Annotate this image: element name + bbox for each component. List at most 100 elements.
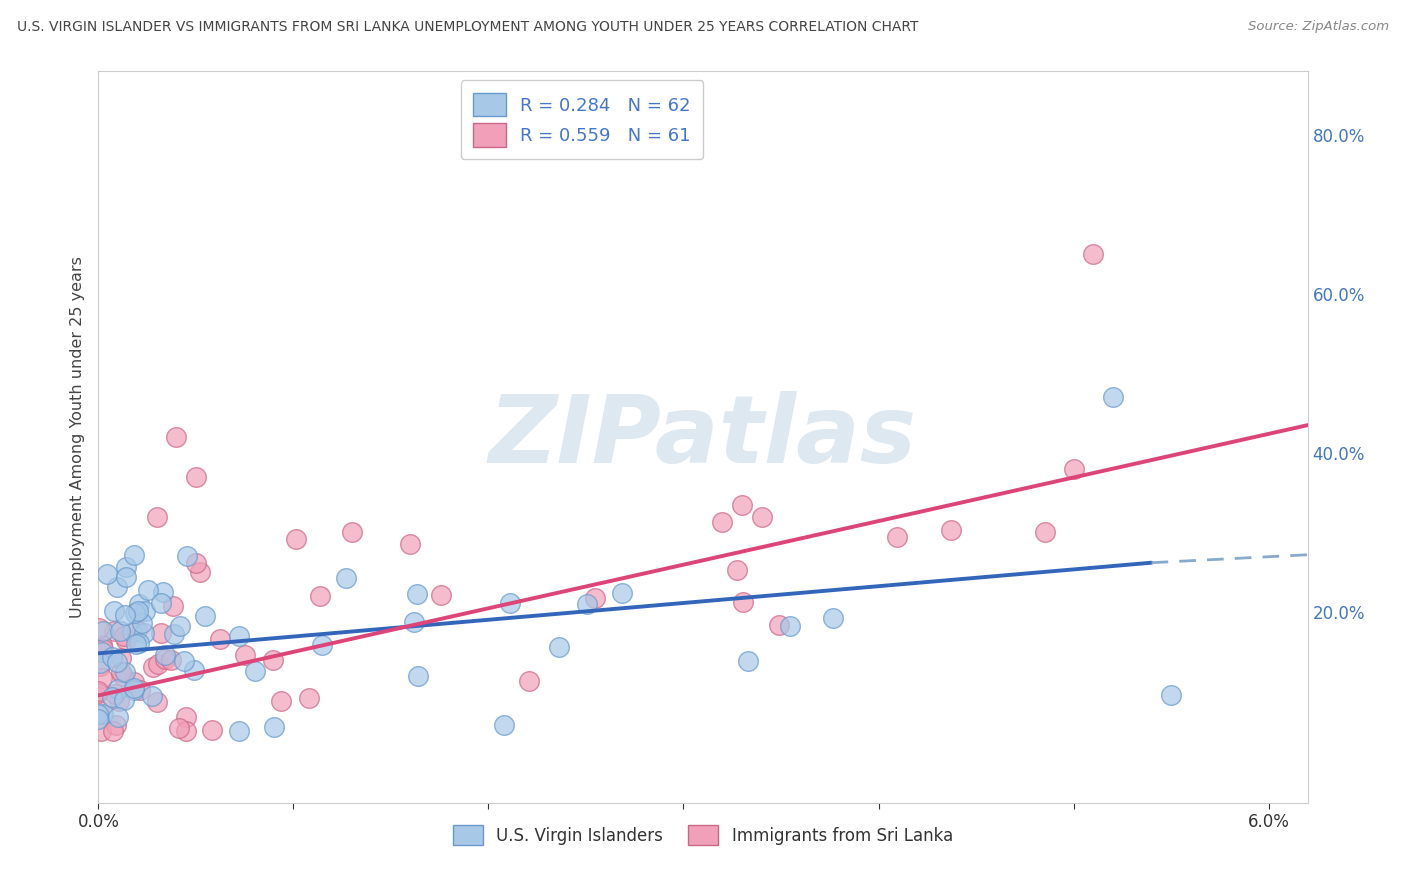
Point <box>104 687 127 701</box>
Point <box>127 605 149 619</box>
Point <box>104 718 127 732</box>
Point <box>122 682 145 697</box>
Point <box>399 537 422 551</box>
Point <box>103 604 125 618</box>
Point <box>103 624 125 638</box>
Point <box>89 658 111 673</box>
Point <box>87 685 110 699</box>
Point <box>131 616 153 631</box>
Point <box>725 563 748 577</box>
Point <box>128 636 150 650</box>
Point <box>91 641 114 656</box>
Point <box>142 659 165 673</box>
Point <box>110 651 132 665</box>
Point <box>406 669 429 683</box>
Point <box>751 509 773 524</box>
Point <box>122 674 145 689</box>
Point <box>309 589 332 603</box>
Point <box>228 629 250 643</box>
Point <box>194 608 217 623</box>
Point <box>87 622 110 636</box>
Point <box>737 654 759 668</box>
Point <box>150 596 173 610</box>
Point <box>152 585 174 599</box>
Point <box>114 633 136 648</box>
Y-axis label: Unemployment Among Youth under 25 years: Unemployment Among Youth under 25 years <box>69 256 84 618</box>
Point <box>148 657 170 671</box>
Point <box>110 665 132 680</box>
Point <box>186 556 208 570</box>
Point <box>101 649 124 664</box>
Point <box>108 694 131 708</box>
Point <box>1101 390 1123 404</box>
Point <box>87 703 110 717</box>
Point <box>547 640 569 654</box>
Point <box>128 597 150 611</box>
Point <box>149 626 172 640</box>
Point <box>284 533 307 547</box>
Point <box>153 648 176 662</box>
Point <box>107 710 129 724</box>
Point <box>1081 247 1104 261</box>
Point <box>114 665 136 679</box>
Point <box>1063 462 1085 476</box>
Point <box>160 653 183 667</box>
Point <box>96 566 118 581</box>
Point <box>112 629 135 643</box>
Point <box>939 523 962 537</box>
Point <box>87 684 110 698</box>
Point <box>91 706 114 721</box>
Point <box>731 595 754 609</box>
Point <box>114 570 136 584</box>
Point <box>114 607 136 622</box>
Text: U.S. VIRGIN ISLANDER VS IMMIGRANTS FROM SRI LANKA UNEMPLOYMENT AMONG YOUTH UNDER: U.S. VIRGIN ISLANDER VS IMMIGRANTS FROM … <box>17 20 918 34</box>
Point <box>153 652 176 666</box>
Point <box>823 611 845 625</box>
Point <box>768 617 790 632</box>
Point <box>136 582 159 597</box>
Point <box>188 565 211 579</box>
Point <box>184 470 207 484</box>
Point <box>91 624 114 639</box>
Point <box>492 718 515 732</box>
Point <box>335 571 357 585</box>
Point <box>145 695 167 709</box>
Point <box>499 596 522 610</box>
Point <box>107 682 129 697</box>
Point <box>162 599 184 613</box>
Point <box>87 712 110 726</box>
Point <box>112 693 135 707</box>
Point <box>89 724 111 739</box>
Point <box>263 720 285 734</box>
Point <box>176 710 198 724</box>
Point <box>125 637 148 651</box>
Point <box>122 549 145 563</box>
Point <box>575 597 598 611</box>
Point <box>110 624 132 639</box>
Point <box>105 656 128 670</box>
Point <box>169 619 191 633</box>
Point <box>517 673 540 688</box>
Point <box>1160 689 1182 703</box>
Point <box>176 549 198 563</box>
Point <box>208 632 231 646</box>
Point <box>89 657 111 671</box>
Point <box>167 721 190 735</box>
Point <box>233 648 256 663</box>
Point <box>430 589 453 603</box>
Point <box>87 706 110 721</box>
Point <box>112 668 135 682</box>
Point <box>174 724 197 739</box>
Point <box>711 515 734 529</box>
Point <box>125 623 148 637</box>
Point <box>91 638 114 652</box>
Point <box>91 671 114 685</box>
Point <box>141 689 163 703</box>
Point <box>129 682 152 697</box>
Point <box>165 430 187 444</box>
Point <box>115 559 138 574</box>
Legend: U.S. Virgin Islanders, Immigrants from Sri Lanka: U.S. Virgin Islanders, Immigrants from S… <box>444 817 962 853</box>
Point <box>583 591 606 605</box>
Point <box>162 627 184 641</box>
Point <box>1033 524 1056 539</box>
